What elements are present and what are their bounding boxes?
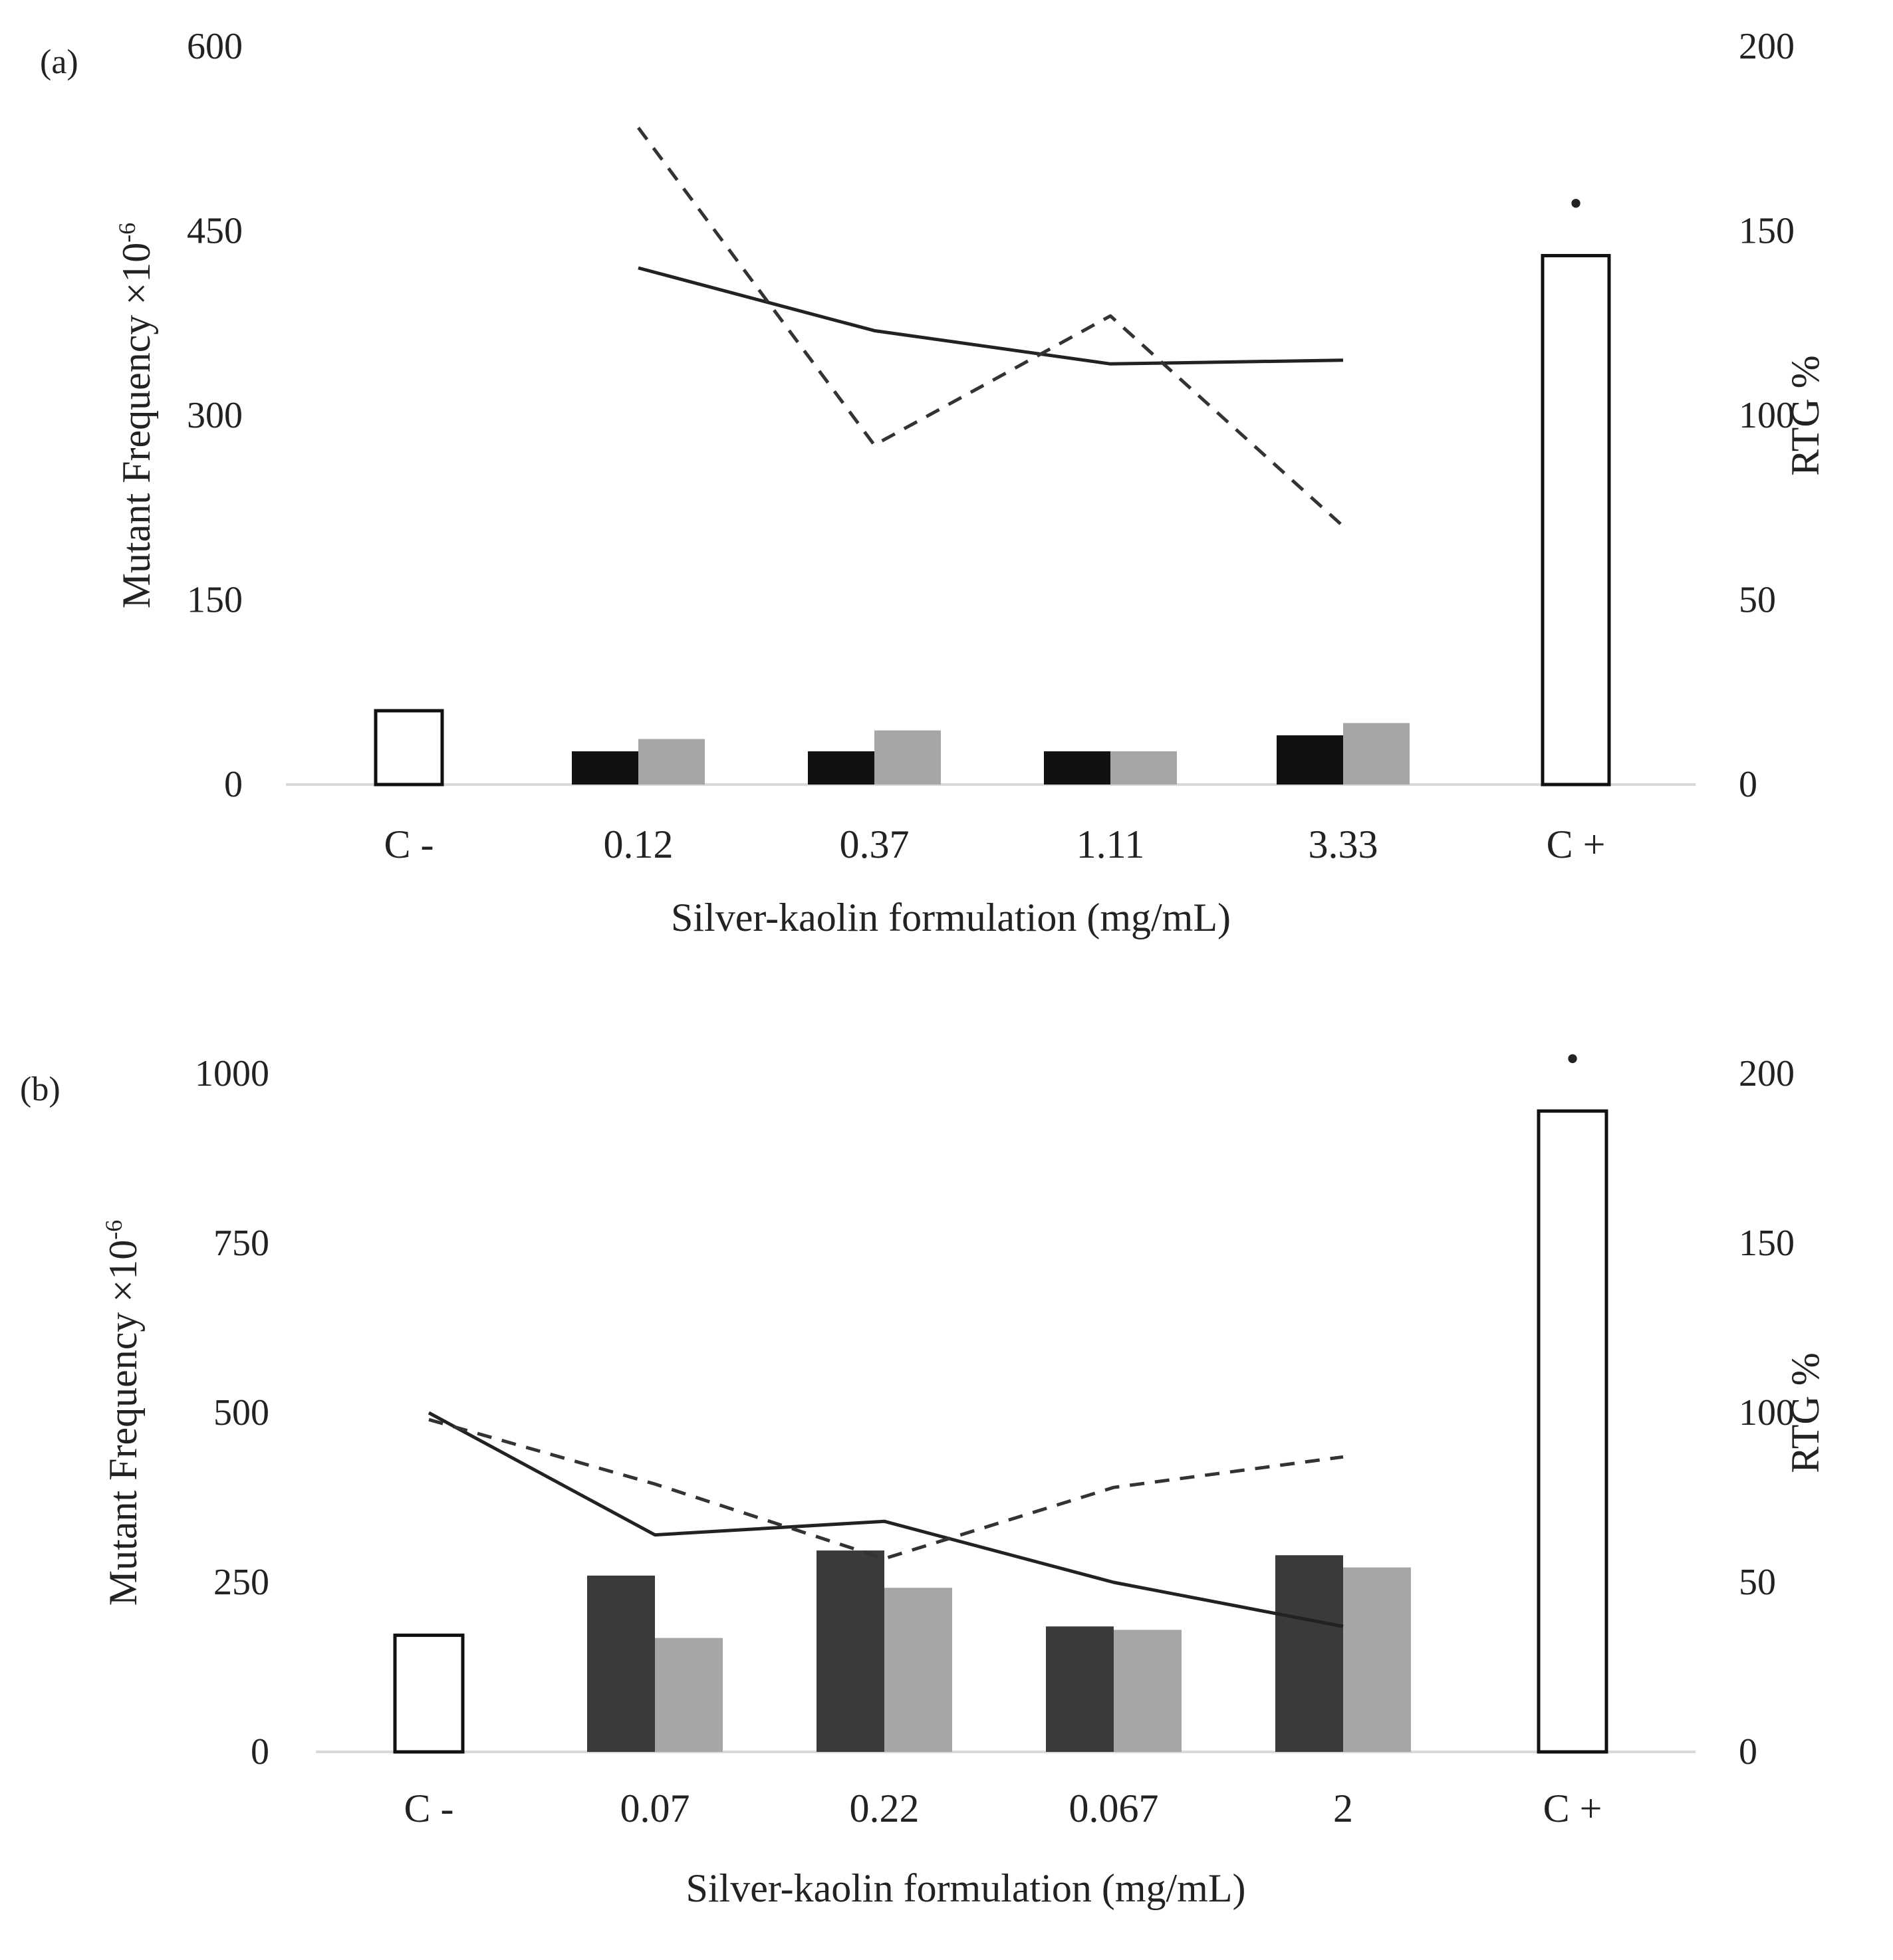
category-label: 1.11: [1076, 822, 1145, 866]
category-label: 0.067: [1069, 1786, 1159, 1830]
bar-series-2: [874, 730, 941, 785]
rtg-line-dashed: [428, 1417, 1344, 1560]
y-tick-label: 600: [187, 26, 243, 67]
x-axis-title: Silver-kaolin formulation (mg/mL): [686, 1866, 1246, 1910]
significance-marker: •: [1566, 1039, 1579, 1080]
y2-tick-label: 0: [1739, 1731, 1757, 1773]
significance-marker: •: [1569, 184, 1582, 225]
x-axis-title: Silver-kaolin formulation (mg/mL): [671, 896, 1231, 939]
control-bar: [393, 1634, 465, 1754]
category-label: C +: [1543, 1786, 1602, 1830]
y-tick-label: 150: [187, 580, 243, 621]
bar-series-1: [817, 1550, 884, 1752]
bar-series-1: [1046, 1626, 1114, 1752]
y-axis-title: Mutant Frequency ×10-6: [114, 223, 158, 608]
bar-series-2: [638, 739, 705, 785]
bar-series-2: [1343, 1567, 1411, 1752]
y-tick-label: 1000: [195, 1053, 269, 1094]
category-label: C -: [384, 822, 434, 866]
category-label: 0.22: [850, 1786, 920, 1830]
y-axis-title-superscript: -6: [114, 223, 140, 243]
bar-series-2: [1343, 723, 1410, 785]
category-label: 0.07: [620, 1786, 690, 1830]
bar-series-1: [1277, 735, 1343, 785]
y-tick-label: 0: [224, 764, 243, 805]
y2-tick-label: 150: [1739, 1223, 1795, 1264]
y2-tick-label: 200: [1739, 1053, 1795, 1094]
rtg-line-solid: [428, 1411, 1344, 1628]
bar-series-1: [572, 751, 638, 785]
bar-series-2: [655, 1638, 723, 1752]
category-label: C -: [404, 1786, 454, 1830]
control-bar: [1541, 254, 1611, 787]
y2-tick-label: 200: [1739, 26, 1795, 67]
y-axis-title-superscript: -6: [100, 1220, 127, 1240]
y2-axis-title: RTG %: [1783, 1352, 1827, 1473]
y-tick-label: 750: [213, 1223, 269, 1264]
control-bar: [1537, 1109, 1608, 1754]
category-label: C +: [1547, 822, 1606, 866]
bar-series-1: [1044, 751, 1110, 785]
y2-tick-label: 50: [1739, 1562, 1776, 1603]
bar-series-1: [808, 751, 874, 785]
category-label: 0.12: [604, 822, 674, 866]
bar-series-1: [1275, 1555, 1343, 1752]
y-tick-label: 500: [213, 1392, 269, 1433]
y2-tick-label: 150: [1739, 211, 1795, 252]
y-tick-label: 0: [251, 1731, 269, 1773]
bar-series-2: [1114, 1630, 1182, 1752]
bar-series-2: [1110, 751, 1177, 785]
y2-tick-label: 100: [1739, 395, 1795, 436]
y2-tick-label: 100: [1739, 1392, 1795, 1433]
y-tick-label: 300: [187, 395, 243, 436]
panel-label: (a): [40, 43, 78, 81]
rtg-line-dashed: [636, 126, 1344, 528]
category-label: 3.33: [1309, 822, 1378, 866]
y-axis-title: Mutant Frequency ×10-6: [100, 1220, 145, 1606]
y2-tick-label: 50: [1739, 580, 1776, 621]
category-label: 0.37: [840, 822, 910, 866]
y2-tick-label: 0: [1739, 764, 1757, 805]
y2-axis-title: RTG %: [1783, 355, 1827, 475]
category-label: 2: [1333, 1786, 1353, 1830]
y-tick-label: 450: [187, 211, 243, 252]
chart-panel-b: (b) 0 250 500 750 1000 0 50 100 150 200 Mutant Freq…: [20, 1039, 1827, 1910]
bar-series-2: [884, 1588, 952, 1752]
bar-series-1: [587, 1575, 655, 1752]
rtg-line-solid: [638, 266, 1344, 366]
chart-panel-a: (a) 0 150 300 450 600 0 50 100 150 200 Mutant Frequ…: [40, 26, 1827, 939]
y-tick-label: 250: [213, 1562, 269, 1603]
panel-label: (b): [20, 1070, 61, 1108]
control-bar: [374, 709, 444, 787]
